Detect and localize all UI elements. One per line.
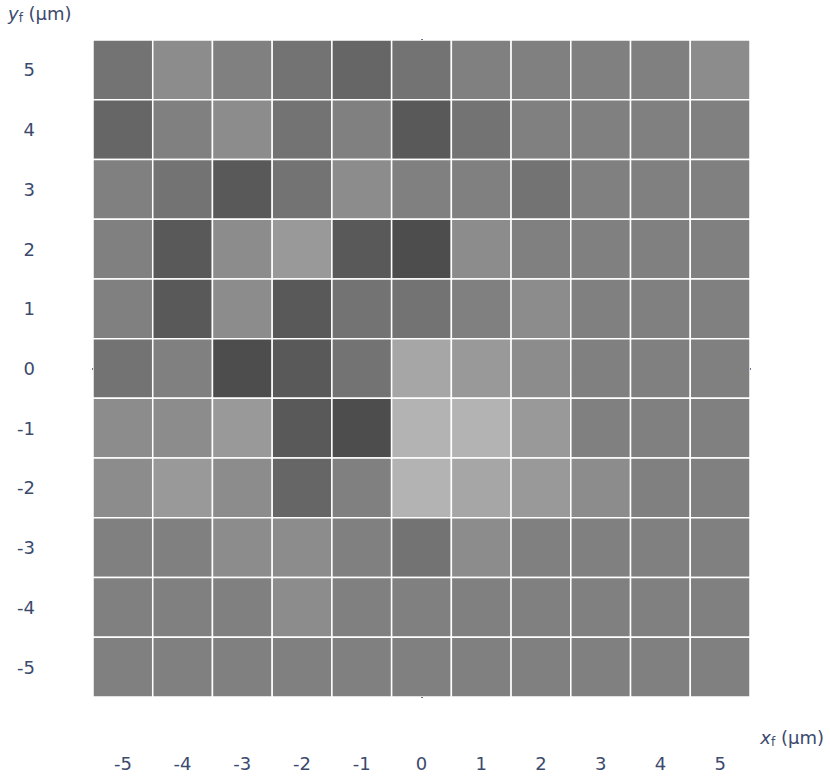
- svg-text:-1: -1: [17, 418, 35, 439]
- svg-text:3: 3: [24, 179, 35, 200]
- svg-text:f: f: [18, 11, 23, 25]
- svg-text:1: 1: [476, 753, 487, 774]
- svg-text:x: x: [759, 727, 771, 748]
- svg-text:-3: -3: [233, 753, 251, 774]
- svg-text:(µm): (µm): [775, 727, 824, 748]
- svg-text:y: y: [7, 3, 19, 24]
- svg-text:-2: -2: [17, 477, 35, 498]
- svg-text:5: 5: [714, 753, 725, 774]
- svg-text:0: 0: [416, 753, 427, 774]
- svg-text:2: 2: [535, 753, 546, 774]
- svg-text:4: 4: [655, 753, 666, 774]
- svg-text:-5: -5: [114, 753, 132, 774]
- svg-text:-1: -1: [353, 753, 371, 774]
- svg-text:1: 1: [24, 298, 35, 319]
- svg-text:-4: -4: [174, 753, 192, 774]
- svg-text:-2: -2: [293, 753, 311, 774]
- svg-text:(µm): (µm): [23, 3, 72, 24]
- svg-text:2: 2: [24, 239, 35, 260]
- svg-text:0: 0: [24, 358, 35, 379]
- svg-text:3: 3: [595, 753, 606, 774]
- svg-text:f: f: [771, 735, 776, 749]
- svg-text:5: 5: [24, 59, 35, 80]
- svg-text:-5: -5: [17, 657, 35, 678]
- svg-text:-3: -3: [17, 537, 35, 558]
- svg-text:4: 4: [24, 119, 35, 140]
- svg-text:-4: -4: [17, 597, 35, 618]
